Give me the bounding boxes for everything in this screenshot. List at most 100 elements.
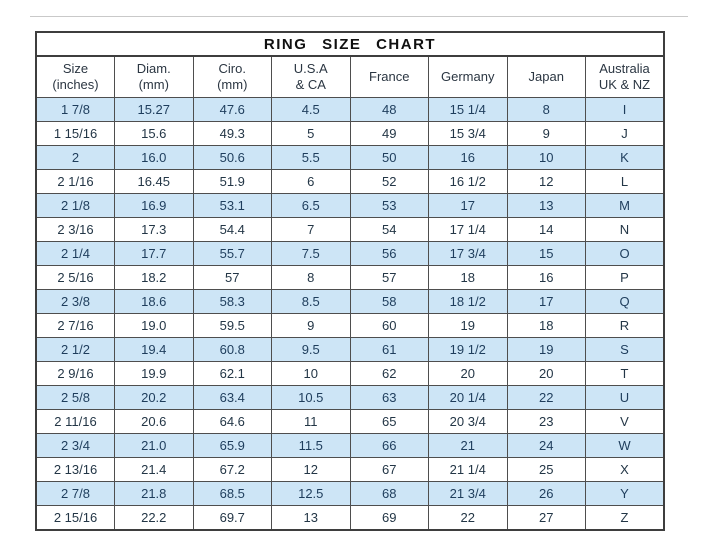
cell: 19 1/2 [428,337,508,362]
column-header-france: France [349,55,429,98]
cell: 63.4 [192,385,272,410]
cell: T [585,361,665,386]
cell: 8 [506,97,586,122]
cell: 2 13/16 [35,457,115,482]
cell: 18.2 [114,265,194,290]
cell: 16.45 [114,169,194,194]
cell: 12.5 [271,481,351,506]
cell: J [585,121,665,146]
cell: 18 [506,313,586,338]
cell: 2 7/8 [35,481,115,506]
cell: N [585,217,665,242]
cell: 60 [349,313,429,338]
table-row: 2 15/16 22.2 69.7 13 69 22 27 Z [35,505,665,531]
cell: 9 [271,313,351,338]
cell: 17.7 [114,241,194,266]
chart-title: RING SIZE CHART [35,31,665,57]
cell: 22 [506,385,586,410]
cell: 22.2 [114,505,194,531]
cell: 18 [428,265,508,290]
table-row: 2 1/2 19.4 60.8 9.5 61 19 1/2 19 S [35,337,665,362]
cell: 53.1 [192,193,272,218]
table-row: 2 11/16 20.6 64.6 11 65 20 3/4 23 V [35,409,665,434]
column-header-australia-uk-nz: Australia UK & NZ [585,55,665,98]
cell: I [585,97,665,122]
cell: 2 3/4 [35,433,115,458]
cell: 68 [349,481,429,506]
table-row: 2 7/16 19.0 59.5 9 60 19 18 R [35,313,665,338]
cell: 10 [506,145,586,170]
cell: 2 7/16 [35,313,115,338]
cell: 5.5 [271,145,351,170]
cell: L [585,169,665,194]
column-header-circumference: Ciro. (mm) [192,55,272,98]
cell: 20 [506,361,586,386]
cell: 1 15/16 [35,121,115,146]
cell: 50 [349,145,429,170]
cell: R [585,313,665,338]
cell: 2 3/8 [35,289,115,314]
cell: 62 [349,361,429,386]
cell: 67.2 [192,457,272,482]
cell: 51.9 [192,169,272,194]
ring-size-table: RING SIZE CHART Size (inches) Diam. (mm)… [35,31,665,531]
cell: Y [585,481,665,506]
cell: 9 [506,121,586,146]
cell: 15 3/4 [428,121,508,146]
table-row: 2 16.0 50.6 5.5 50 16 10 K [35,145,665,170]
cell: 17 [428,193,508,218]
cell: X [585,457,665,482]
cell: O [585,241,665,266]
table-row: 2 1/4 17.7 55.7 7.5 56 17 3/4 15 O [35,241,665,266]
cell: 48 [349,97,429,122]
cell: 7.5 [271,241,351,266]
cell: 52 [349,169,429,194]
cell: 13 [271,505,351,531]
cell: 17 1/4 [428,217,508,242]
table-row: 2 5/16 18.2 57 8 57 18 16 P [35,265,665,290]
cell: 67 [349,457,429,482]
cell: 58.3 [192,289,272,314]
cell: 54 [349,217,429,242]
cell: 2 1/8 [35,193,115,218]
cell: 57 [349,265,429,290]
cell: 25 [506,457,586,482]
cell: 8 [271,265,351,290]
cell: 17 [506,289,586,314]
cell: 2 1/2 [35,337,115,362]
cell: 54.4 [192,217,272,242]
cell: 8.5 [271,289,351,314]
cell: 10.5 [271,385,351,410]
header-row: Size (inches) Diam. (mm) Ciro. (mm) U.S.… [35,55,665,98]
cell: 12 [271,457,351,482]
cell: 61 [349,337,429,362]
cell: 20.2 [114,385,194,410]
cell: 59.5 [192,313,272,338]
cell: 15 1/4 [428,97,508,122]
cell: S [585,337,665,362]
cell: 16.0 [114,145,194,170]
cell: 14 [506,217,586,242]
cell: 19.9 [114,361,194,386]
cell: 18 1/2 [428,289,508,314]
column-header-usa-ca: U.S.A & CA [271,55,351,98]
cell: 49 [349,121,429,146]
column-header-size: Size (inches) [35,55,115,98]
cell: 26 [506,481,586,506]
cell: P [585,265,665,290]
cell: 7 [271,217,351,242]
cell: 17.3 [114,217,194,242]
cell: 53 [349,193,429,218]
cell: 20 1/4 [428,385,508,410]
cell: 49.3 [192,121,272,146]
cell: 5 [271,121,351,146]
table-row: 2 7/8 21.8 68.5 12.5 68 21 3/4 26 Y [35,481,665,506]
cell: 16 [506,265,586,290]
cell: 16.9 [114,193,194,218]
cell: 6.5 [271,193,351,218]
cell: 15.27 [114,97,194,122]
cell: 2 5/8 [35,385,115,410]
cell: 20.6 [114,409,194,434]
table-row: 1 15/16 15.6 49.3 5 49 15 3/4 9 J [35,121,665,146]
cell: 66 [349,433,429,458]
